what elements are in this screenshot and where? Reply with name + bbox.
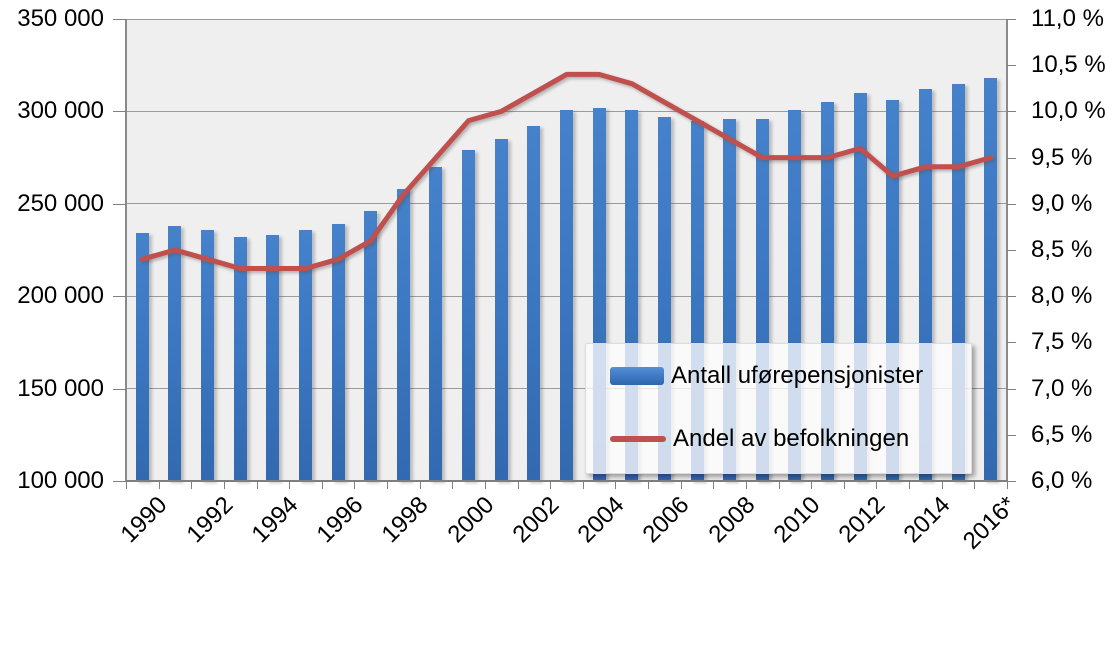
combo-chart: 350 000 300 000 250 000 200 000 150 000 100 0… (17, 5, 1106, 555)
y-right-tick (1007, 434, 1016, 436)
legend-bar-label: Antall uførepensjonister (671, 362, 924, 389)
bar-2000 (462, 150, 476, 481)
y-right-label: 8,0 % (1031, 282, 1093, 310)
y-left-tick (113, 19, 126, 20)
y-left-label: 100 000 (17, 467, 104, 494)
y-right-tick (1007, 342, 1016, 344)
x-tick (354, 482, 356, 489)
x-tick (648, 482, 650, 489)
y-right-tick (1007, 388, 1016, 390)
y-right-tick (1007, 157, 1016, 159)
x-tick (321, 482, 323, 489)
bar-1996 (331, 224, 345, 481)
y-left-label: 150 000 (17, 374, 104, 402)
y-left-tick (113, 111, 126, 113)
y-left-label: 350 000 (17, 5, 104, 32)
x-tick (223, 482, 225, 489)
y-left-tick (113, 296, 126, 298)
y-left-tick (113, 481, 126, 482)
bar-1990 (135, 233, 149, 481)
x-tick (484, 482, 486, 489)
y-right-tick (1007, 481, 1016, 482)
y-right-label: 8,5 % (1031, 236, 1093, 263)
bar-1995 (298, 229, 312, 481)
bar-1999 (429, 166, 443, 481)
y-left-label: 250 000 (17, 189, 104, 217)
y-axis-left-line (125, 19, 127, 482)
y-right-tick (1007, 250, 1016, 251)
y-left-tick (113, 388, 126, 390)
y-right-label: 11,0 % (1031, 5, 1104, 32)
y-right-tick (1007, 111, 1016, 113)
y-right-tick (1007, 296, 1016, 298)
x-tick (713, 482, 715, 489)
legend-line-label: Andel av befolkningen (673, 425, 910, 452)
y-right-tick (1007, 203, 1016, 205)
legend-line-swatch (610, 436, 666, 442)
y-right-label: 6,0 % (1031, 467, 1093, 494)
x-tick (158, 482, 160, 489)
legend-entry-bars: Antall uførepensjonister (586, 356, 971, 396)
legend: Antall uførepensjonister Andel av befolk… (585, 343, 972, 474)
bar-1991 (168, 225, 182, 481)
y-left-tick (113, 203, 126, 205)
gridline (126, 18, 1007, 20)
bar-2002 (527, 126, 541, 481)
x-tick (811, 482, 813, 489)
legend-bar-swatch (610, 367, 664, 385)
x-tick (419, 482, 421, 489)
x-tick (452, 482, 454, 489)
bar-1994 (266, 235, 280, 481)
y-right-label: 9,5 % (1031, 143, 1093, 171)
y-right-tick (1007, 65, 1016, 67)
x-tick (517, 482, 519, 489)
x-tick (191, 482, 193, 489)
x-tick (941, 482, 943, 489)
bar-2016* (984, 78, 998, 481)
x-tick (1007, 482, 1008, 489)
bar-1998 (396, 189, 410, 481)
legend-entry-line: Andel av befolkningen (586, 419, 971, 459)
x-tick (909, 482, 911, 489)
y-right-label: 7,0 % (1031, 374, 1093, 402)
y-right-label: 10,5 % (1031, 51, 1106, 79)
x-tick (256, 482, 258, 489)
y-right-tick (1007, 19, 1016, 20)
x-tick (126, 482, 127, 489)
bar-1993 (233, 237, 247, 481)
bar-1997 (364, 211, 378, 481)
x-tick (582, 482, 584, 489)
y-right-label: 7,5 % (1031, 328, 1093, 356)
x-tick (680, 482, 682, 489)
x-tick (778, 482, 780, 489)
bar-2003 (560, 109, 573, 481)
bar-1992 (201, 229, 215, 481)
x-tick (843, 482, 845, 489)
y-left-label: 300 000 (17, 97, 104, 125)
x-axis-line (126, 480, 1008, 482)
x-tick (876, 482, 878, 489)
x-tick (387, 482, 389, 489)
x-tick (289, 482, 291, 489)
x-tick (974, 482, 976, 489)
x-tick (745, 482, 747, 489)
x-tick (550, 482, 552, 489)
x-tick (615, 482, 617, 489)
y-left-label: 200 000 (17, 282, 104, 310)
bar-2001 (494, 139, 508, 481)
y-right-label: 10,0 % (1031, 97, 1106, 125)
y-right-label: 6,5 % (1031, 420, 1093, 448)
y-right-label: 9,0 % (1031, 189, 1093, 217)
